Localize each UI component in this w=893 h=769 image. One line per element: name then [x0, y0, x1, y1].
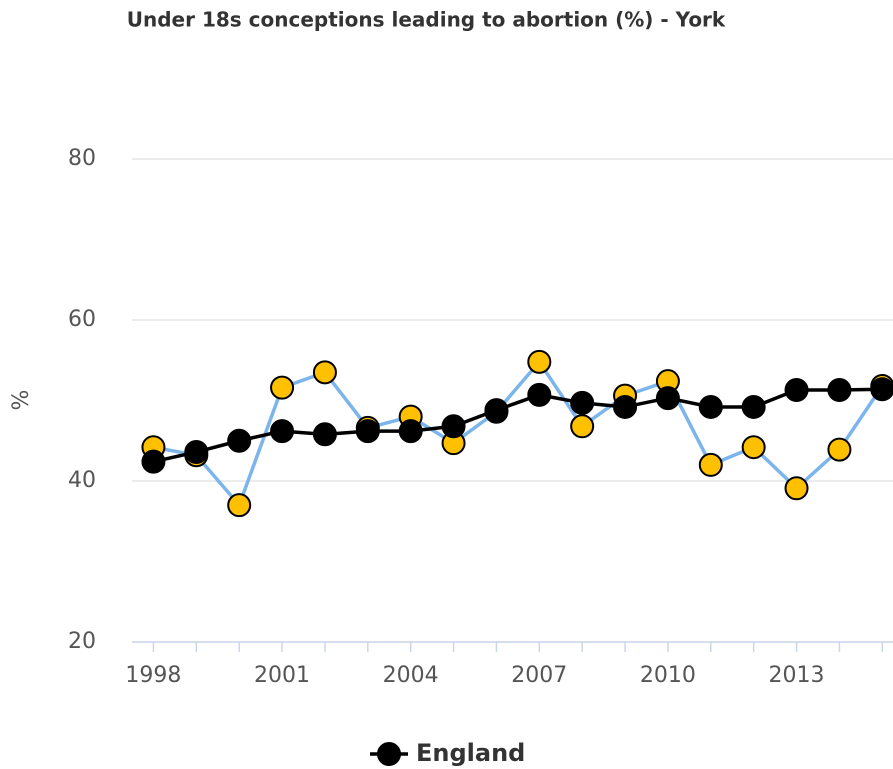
- data-point: [784, 378, 809, 403]
- data-point: [484, 398, 509, 423]
- data-point: [312, 360, 337, 385]
- y-tick-label: 80: [68, 146, 96, 171]
- x-tick-label: 1998: [125, 663, 181, 688]
- data-point: [741, 394, 766, 419]
- data-point: [613, 394, 638, 419]
- data-point: [141, 449, 166, 474]
- data-point: [527, 382, 552, 407]
- data-point: [312, 422, 337, 447]
- data-point: [827, 437, 852, 462]
- data-point: [398, 419, 423, 444]
- data-point: [741, 435, 766, 460]
- y-tick-label: 40: [68, 468, 96, 493]
- data-point: [655, 386, 680, 411]
- data-point: [527, 349, 552, 374]
- legend-label: England: [416, 739, 525, 767]
- data-point: [227, 428, 252, 453]
- x-tick-label: 2007: [511, 663, 567, 688]
- series-line: [153, 358, 884, 509]
- data-point: [698, 394, 723, 419]
- y-tick-label: 20: [68, 629, 96, 654]
- x-tick-label: 2010: [640, 663, 696, 688]
- x-tick-label: 2013: [769, 663, 825, 688]
- data-point: [698, 452, 723, 477]
- legend-marker: [377, 742, 401, 766]
- y-axis-label: %: [9, 390, 34, 411]
- data-point: [827, 378, 852, 403]
- y-tick-label: 60: [68, 307, 96, 332]
- data-point: [441, 414, 466, 439]
- data-point: [184, 440, 209, 465]
- series-line: [153, 387, 883, 464]
- data-point: [270, 375, 295, 400]
- data-point: [570, 414, 595, 439]
- data-point: [570, 390, 595, 415]
- x-tick-label: 2004: [383, 663, 439, 688]
- data-point: [355, 419, 380, 444]
- data-point: [784, 476, 809, 501]
- chart-title: Under 18s conceptions leading to abortio…: [127, 8, 726, 32]
- data-point: [870, 377, 893, 402]
- x-tick-label: 2001: [254, 663, 310, 688]
- data-point: [270, 419, 295, 444]
- data-point: [227, 493, 252, 518]
